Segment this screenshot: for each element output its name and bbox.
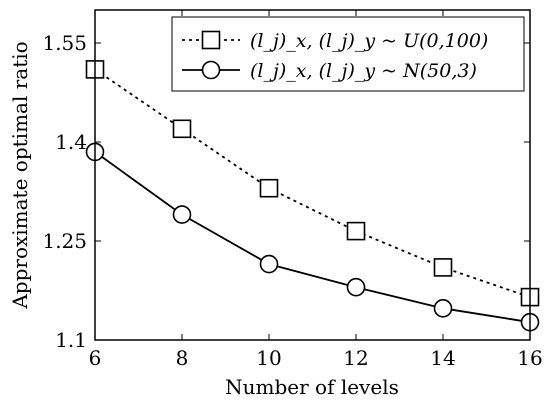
series-uniform (85, 60, 540, 307)
x-tick-label: 16 (517, 346, 542, 370)
x-tick-label: 8 (176, 346, 189, 370)
y-tick-label: 1.55 (42, 31, 87, 55)
y-axis-ticks: 1.1 1.25 1.4 1.55 (42, 31, 530, 352)
series-normal (85, 142, 540, 332)
legend-square-marker (201, 30, 221, 50)
circle-marker (172, 205, 192, 224)
legend: (l_j)_x, (l_j)_y ~ U(0,100) (l_j)_x, (l_j… (171, 16, 525, 92)
series-line (94, 68, 531, 298)
x-tick-label: 6 (89, 346, 102, 370)
circle-marker (346, 277, 366, 297)
legend-circle-marker (201, 60, 221, 80)
plot-frame (94, 9, 531, 341)
circle-marker (259, 254, 279, 274)
square-marker (259, 178, 279, 198)
y-tick-label: 1.1 (55, 328, 87, 352)
y-axis-title: Approximate optimal ratio (8, 41, 32, 309)
series-line (94, 151, 531, 324)
x-tick-label: 14 (430, 346, 455, 370)
square-marker (346, 221, 366, 241)
legend-label: (l_j)_x, (l_j)_y ~ U(0,100) (250, 30, 488, 52)
circle-marker (433, 299, 453, 318)
x-axis-title: Number of levels (225, 375, 399, 399)
plot-content (85, 60, 540, 332)
legend-label: (l_j)_x, (l_j)_y ~ N(50,3) (250, 60, 477, 82)
x-tick-label: 10 (256, 346, 281, 370)
y-tick-label: 1.4 (55, 130, 87, 154)
legend-box (171, 16, 525, 92)
x-tick-label: 12 (343, 346, 368, 370)
square-marker (433, 258, 453, 277)
y-tick-label: 1.25 (42, 229, 87, 253)
x-axis-ticks: 6 8 10 12 14 16 (89, 10, 543, 370)
square-marker (172, 119, 192, 139)
